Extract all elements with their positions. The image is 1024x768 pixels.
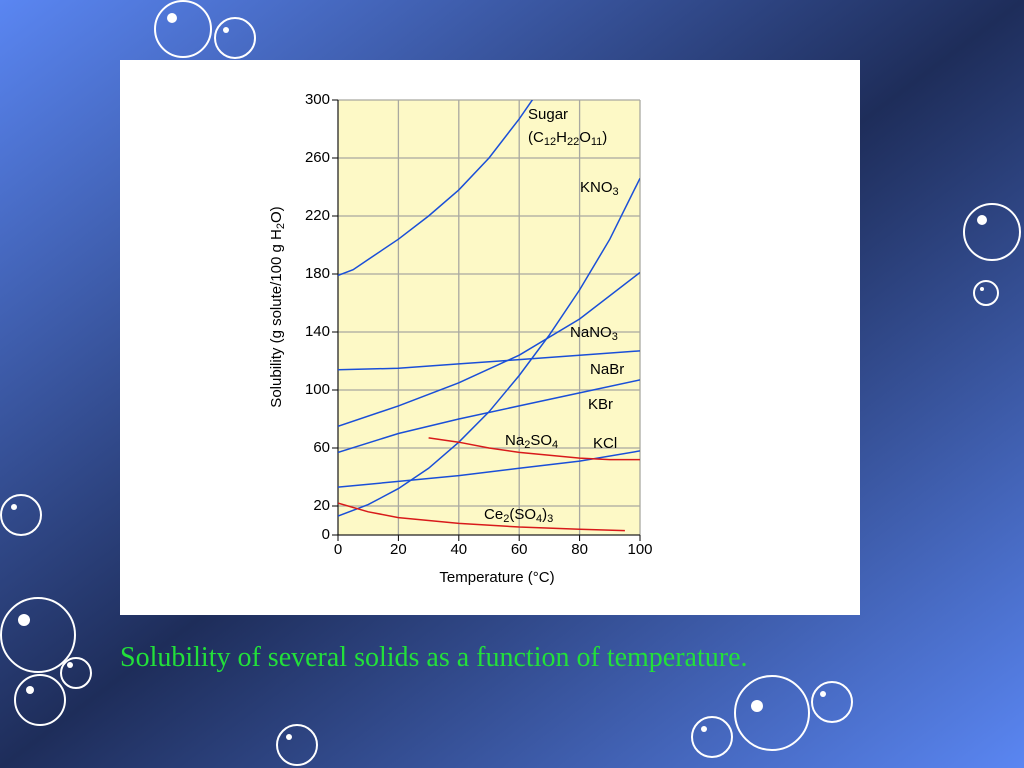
plot-area [338,100,640,535]
x-axis-title: Temperature (°C) [439,569,554,586]
y-tick-label: 0 [322,526,330,543]
y-tick-label: 220 [305,207,330,224]
series-line [428,437,640,461]
series-label: Na2SO4 [505,432,558,451]
y-axis-title: Solubility (g solute/100 g H2O) [268,206,287,407]
series-line [338,271,640,428]
x-tick-label: 80 [571,541,588,558]
y-tick-label: 300 [305,91,330,108]
caption: Solubility of several solids as a functi… [120,642,748,673]
series-line [338,100,534,277]
chart: 0 20 40 60 80 100 0 20 60 100 140 180 220 260 300 Sugar… [305,91,653,558]
y-tick-label: 180 [305,265,330,282]
series-label: KBr [588,396,613,413]
x-tick-label: 60 [511,541,528,558]
series-label: NaBr [590,361,624,378]
series-line [338,350,640,371]
series-formula: (C12H22O11) [528,129,607,148]
series-line [338,379,640,454]
series-label: NaNO3 [570,324,618,343]
y-tick-label: 60 [313,439,330,456]
x-tick-label: 100 [627,541,652,558]
series-group [338,100,640,532]
series-label: Sugar [528,106,568,123]
y-tick-label: 100 [305,381,330,398]
y-tick-label: 260 [305,149,330,166]
x-tick-label: 0 [334,541,342,558]
x-tick-label: 40 [450,541,467,558]
y-tick-label: 20 [313,497,330,514]
series-label: KNO3 [580,179,619,198]
series-label: KCl [593,435,617,452]
series-line [338,450,640,488]
series-label: Ce2(SO4)3 [484,506,553,525]
y-tick-label: 140 [305,323,330,340]
x-tick-label: 20 [390,541,407,558]
series-line [338,502,625,532]
